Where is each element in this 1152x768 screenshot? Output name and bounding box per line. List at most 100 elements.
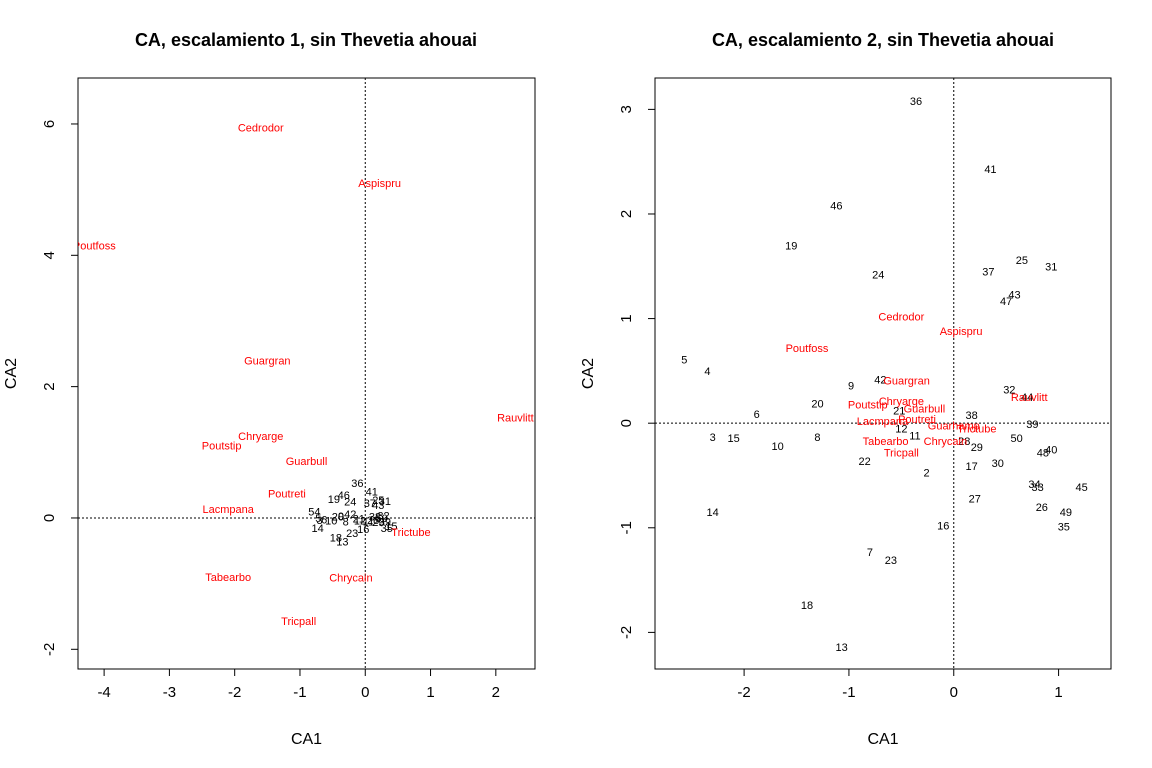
site-label: 29 [372, 517, 384, 529]
site-label: 27 [969, 493, 981, 505]
site-label: 33 [1031, 482, 1043, 494]
species-label: Chryarge [879, 396, 924, 408]
site-label: 29 [971, 442, 983, 454]
site-label: 18 [801, 600, 813, 612]
species-label: Poutfoss [786, 343, 829, 355]
y-tick-label: -2 [618, 626, 635, 639]
site-label: 20 [332, 512, 344, 524]
y-tick-label: 0 [618, 419, 635, 427]
species-label: Guargran [883, 375, 929, 387]
site-label: 45 [1076, 482, 1088, 494]
x-tick-label: -2 [228, 684, 241, 701]
site-label: 43 [372, 500, 384, 512]
x-tick-label: -2 [737, 684, 750, 701]
x-tick-label: -1 [842, 684, 855, 701]
site-label: 2 [923, 467, 929, 479]
site-label: 36 [351, 478, 363, 490]
site-label: 30 [992, 458, 1004, 470]
left-panel: CA, escalamiento 1, sin Thevetia ahouai -… [3, 30, 536, 748]
y-tick-label: 2 [41, 382, 58, 390]
species-label: Poutreti [898, 414, 936, 426]
site-label: 28 [367, 515, 379, 527]
site-label: 5 [315, 513, 321, 525]
species-label: Lacmpana [857, 416, 909, 428]
x-tick-label: 1 [426, 684, 434, 701]
site-label: 19 [328, 494, 340, 506]
species-label: Poutfoss [73, 240, 116, 252]
species-label: Poutreti [268, 489, 306, 501]
y-axis-label: CA2 [3, 358, 20, 389]
species-label: Guarbull [286, 456, 328, 468]
species-label: Aspispru [940, 326, 983, 338]
plot-frame [77, 77, 536, 670]
species-label: Guargran [244, 355, 290, 367]
site-label: 3 [316, 515, 322, 527]
site-label: 21 [353, 514, 365, 526]
site-label: 48 [1037, 447, 1049, 459]
site-label: 44 [1021, 392, 1033, 404]
site-label: 40 [1045, 444, 1057, 456]
site-label: 13 [336, 537, 348, 549]
site-label: 12 [354, 516, 366, 528]
species-label: Aspispru [358, 178, 401, 190]
site-label: 18 [330, 533, 342, 545]
y-tick-label: 6 [41, 120, 58, 128]
species-label: Trictube [391, 527, 430, 539]
species-label: Cedrodor [238, 122, 284, 134]
chart-title: CA, escalamiento 1, sin Thevetia ahouai [135, 30, 477, 50]
species-label: Cedrodor [878, 311, 924, 323]
x-tick-label: 1 [1054, 684, 1062, 701]
site-label: 42 [874, 374, 886, 386]
chart-title: CA, escalamiento 2, sin Thevetia ahouai [712, 30, 1054, 50]
site-label: 10 [325, 516, 337, 528]
species-label: Poutstip [848, 399, 888, 411]
site-label: 54 [308, 506, 320, 518]
site-label: 46 [830, 201, 842, 213]
site-label: 25 [372, 495, 384, 507]
species-label: Chrycain [924, 436, 967, 448]
species-label: Guarbull [904, 404, 946, 416]
site-label: 50 [375, 513, 387, 525]
site-label: 19 [785, 240, 797, 252]
site-label: 39 [1026, 419, 1038, 431]
site-label: 41 [984, 164, 996, 176]
site-label: 35 [1058, 522, 1070, 534]
site-label: 14 [311, 523, 323, 535]
species-label: Rauvlitt [1011, 392, 1048, 404]
site-label: 36 [910, 96, 922, 108]
y-tick-label: -1 [618, 521, 635, 534]
site-label: 9 [848, 381, 854, 393]
site-label: 17 [965, 461, 977, 473]
y-tick-label: 3 [618, 105, 635, 113]
site-label: 26 [1036, 502, 1048, 514]
site-label: 8 [343, 516, 349, 528]
site-label: 28 [958, 436, 970, 448]
site-label: 4 [704, 366, 710, 378]
site-label: 24 [344, 497, 356, 509]
species-label: Poutstip [202, 441, 242, 453]
site-label: 35 [381, 523, 393, 535]
y-axis-label: CA2 [580, 358, 597, 389]
site-label: 25 [1016, 255, 1028, 267]
site-label: 15 [727, 433, 739, 445]
site-label: 16 [937, 521, 949, 533]
site-label: 31 [379, 496, 391, 508]
site-label: 38 [965, 410, 977, 422]
site-label: 22 [859, 456, 871, 468]
site-label: 6 [321, 514, 327, 526]
species-label: Tabearbo [863, 436, 909, 448]
site-label: 32 [1003, 385, 1015, 397]
site-label: 38 [369, 512, 381, 524]
site-label: 37 [364, 498, 376, 510]
site-label: 7 [867, 547, 873, 559]
site-label: 9 [338, 511, 344, 523]
site-label: 3 [710, 432, 716, 444]
site-label: 34 [1028, 479, 1040, 491]
site-label: 11 [363, 516, 374, 528]
site-label: 46 [338, 490, 350, 502]
y-tick-label: 1 [618, 314, 635, 322]
site-label: 10 [772, 441, 784, 453]
site-label: 31 [1045, 261, 1057, 273]
